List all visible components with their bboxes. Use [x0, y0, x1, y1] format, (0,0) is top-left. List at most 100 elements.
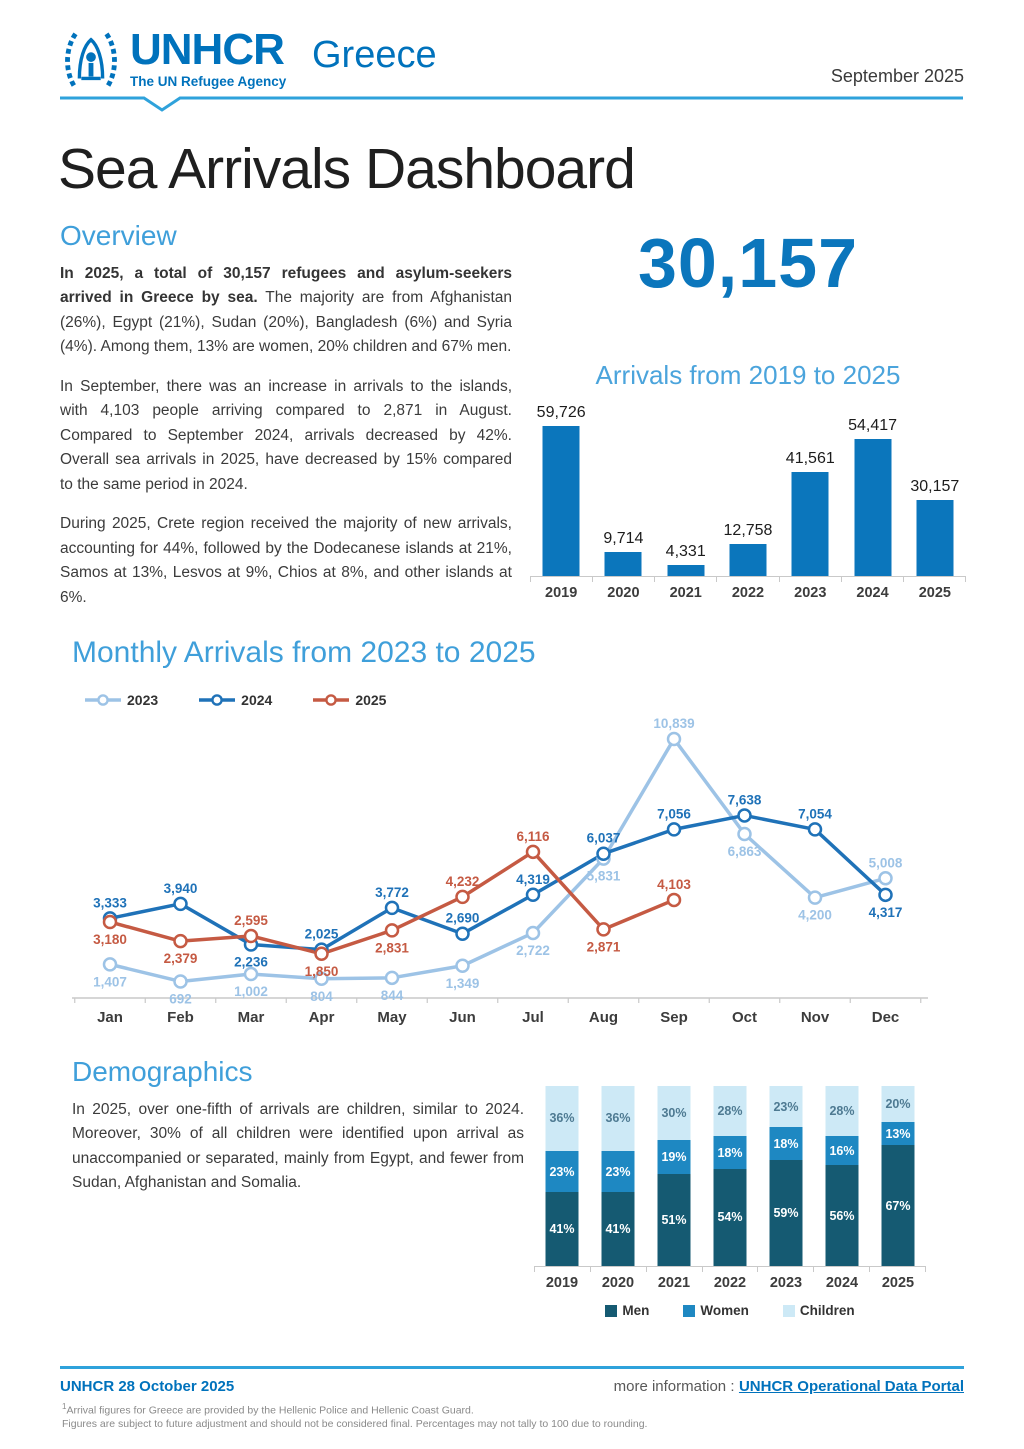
- data-label: 2,595: [234, 913, 268, 928]
- yearly-bars: 59,726 9,714 4,331 12,758 41,561 54,417 30,157: [530, 404, 966, 577]
- footnote-1: 1Arrival figures for Greece are provided…: [62, 1402, 474, 1417]
- demographics-bars: 41% 23% 36% 41% 23% 36% 51% 19% 30% 54% 18% 28% 59% 1…: [534, 1086, 926, 1267]
- axis-tick: [757, 1267, 813, 1272]
- stacked-bar: 59% 18% 23%: [769, 1086, 803, 1266]
- bar-value-label: 9,714: [603, 529, 644, 547]
- bar-value-label: 30,157: [910, 478, 960, 496]
- month-label: Aug: [589, 1009, 618, 1026]
- month-label: Jun: [449, 1009, 476, 1026]
- data-label: 2,871: [587, 939, 621, 954]
- month-label: Oct: [732, 1009, 757, 1026]
- data-label: 1,407: [93, 974, 127, 989]
- axis-tick: [869, 1267, 927, 1272]
- monthly-chart-title: Monthly Arrivals from 2023 to 2025: [72, 636, 536, 669]
- segment-Children: 36%: [601, 1086, 635, 1151]
- header: UNHCR The UN Refugee Agency Greece Septe…: [60, 26, 964, 98]
- data-point: [525, 925, 541, 941]
- legend-item-2024: 2024: [198, 692, 272, 708]
- data-point: [807, 890, 823, 905]
- data-label: 4,317: [869, 905, 903, 920]
- data-label: 3,940: [164, 881, 198, 896]
- demographics-paragraph: In 2025, over one-fifth of arrivals are …: [72, 1101, 524, 1192]
- footer-rule: [60, 1366, 964, 1369]
- axis-tick: [701, 1267, 758, 1272]
- stacked-bar-column: 41% 23% 36%: [534, 1086, 590, 1266]
- yearly-axis-ticks: [530, 577, 966, 582]
- data-point: [243, 966, 259, 982]
- segment-Men: 56%: [825, 1165, 859, 1266]
- stacked-bar: 56% 16% 28%: [825, 1086, 859, 1266]
- axis-tick: [592, 577, 654, 582]
- data-point: [737, 808, 752, 823]
- data-label: 6,037: [587, 831, 621, 846]
- demographics-stacked-chart: 41% 23% 36% 41% 23% 36% 51% 19% 30% 54% 18% 28% 59% 1…: [534, 1086, 927, 1318]
- logo-country: Greece: [312, 34, 437, 76]
- data-point: [455, 926, 470, 941]
- segment-Men: 59%: [769, 1159, 803, 1266]
- axis-tick: [716, 577, 778, 582]
- bar: [729, 543, 767, 576]
- segment-Women: 23%: [601, 1150, 635, 1193]
- legend-item-children: Children: [782, 1303, 855, 1318]
- axis-tick: [534, 1267, 590, 1272]
- data-point: [314, 971, 329, 987]
- footnote-2: Figures are subject to future adjustment…: [62, 1418, 648, 1430]
- bar-column: 4,331: [655, 404, 717, 576]
- axis-label: 2023: [794, 585, 827, 601]
- data-label: 1,850: [305, 964, 339, 979]
- axis-label: 2020: [607, 585, 640, 601]
- data-point: [455, 889, 470, 905]
- overview-section: Overview In 2025, a total of 30,157 refu…: [60, 220, 512, 625]
- header-rule: [60, 96, 963, 112]
- monthly-legend: 2023 2024 2025: [84, 692, 386, 708]
- yearly-axis-labels: 2019 2020 2021 2022 2023 2024 2025: [530, 582, 966, 601]
- total-arrivals-number: 30,157: [637, 224, 859, 302]
- demographics-text: In 2025, over one-fifth of arrivals are …: [72, 1098, 524, 1211]
- data-point: [102, 914, 118, 930]
- stacked-bar: 41% 23% 36%: [601, 1086, 635, 1266]
- segment-Women: 13%: [881, 1122, 915, 1146]
- axis-label: 2024: [825, 1275, 859, 1291]
- data-label: 7,056: [657, 806, 691, 821]
- data-label: 4,232: [446, 874, 480, 889]
- legend-swatch-icon: [683, 1304, 696, 1317]
- axis-tick: [589, 1267, 646, 1272]
- data-point: [102, 957, 118, 972]
- segment-Children: 23%: [769, 1086, 803, 1128]
- data-point: [384, 900, 400, 916]
- footer-more-info: more information : UNHCR Operational Dat…: [614, 1378, 964, 1396]
- data-label: 2,722: [516, 943, 550, 958]
- stacked-bar: 41% 23% 36%: [545, 1086, 579, 1266]
- overview-p1-bold: In 2025, a total of 30,157 refugees and …: [60, 265, 512, 307]
- axis-label: 2022: [713, 1275, 747, 1291]
- axis-label: 2022: [731, 585, 765, 601]
- stacked-bar: 67% 13% 20%: [881, 1086, 915, 1266]
- data-point: [525, 887, 541, 903]
- legend-item-women: Women: [683, 1303, 749, 1318]
- segment-Children: 28%: [713, 1086, 747, 1137]
- axis-tick: [530, 577, 592, 582]
- header-date: September 2025: [830, 66, 964, 86]
- axis-label: 2019: [545, 1275, 579, 1291]
- axis-label: 2024: [856, 585, 889, 601]
- legend-item-men: Men: [605, 1303, 649, 1318]
- segment-Children: 20%: [881, 1086, 915, 1123]
- segment-Children: 30%: [657, 1086, 691, 1141]
- footer: UNHCR 28 October 2025 more information :…: [60, 1378, 964, 1396]
- stats-column: 30,157 Arrivals from 2019 to 2025: [530, 224, 966, 390]
- segment-Men: 51%: [657, 1174, 691, 1266]
- axis-label: 2025: [881, 1275, 915, 1291]
- overview-p1-rest: The majority are from Afghanistan (26%),…: [60, 289, 512, 356]
- data-portal-link[interactable]: UNHCR Operational Data Portal: [738, 1378, 964, 1395]
- axis-label: 2023: [769, 1275, 803, 1291]
- footnote-1-text: Arrival figures for Greece are provided …: [66, 1404, 474, 1417]
- legend-item-2025: 2025: [312, 692, 386, 708]
- data-label: 10,839: [653, 716, 694, 731]
- data-label: 1,349: [446, 976, 480, 991]
- stacked-bar-column: 59% 18% 23%: [758, 1086, 814, 1266]
- data-label: 804: [310, 989, 333, 1004]
- data-label: 2,379: [164, 951, 198, 966]
- overview-paragraph-1: In 2025, a total of 30,157 refugees and …: [60, 262, 512, 360]
- legend-item-2023: 2023: [84, 692, 158, 708]
- data-label: 844: [381, 988, 404, 1003]
